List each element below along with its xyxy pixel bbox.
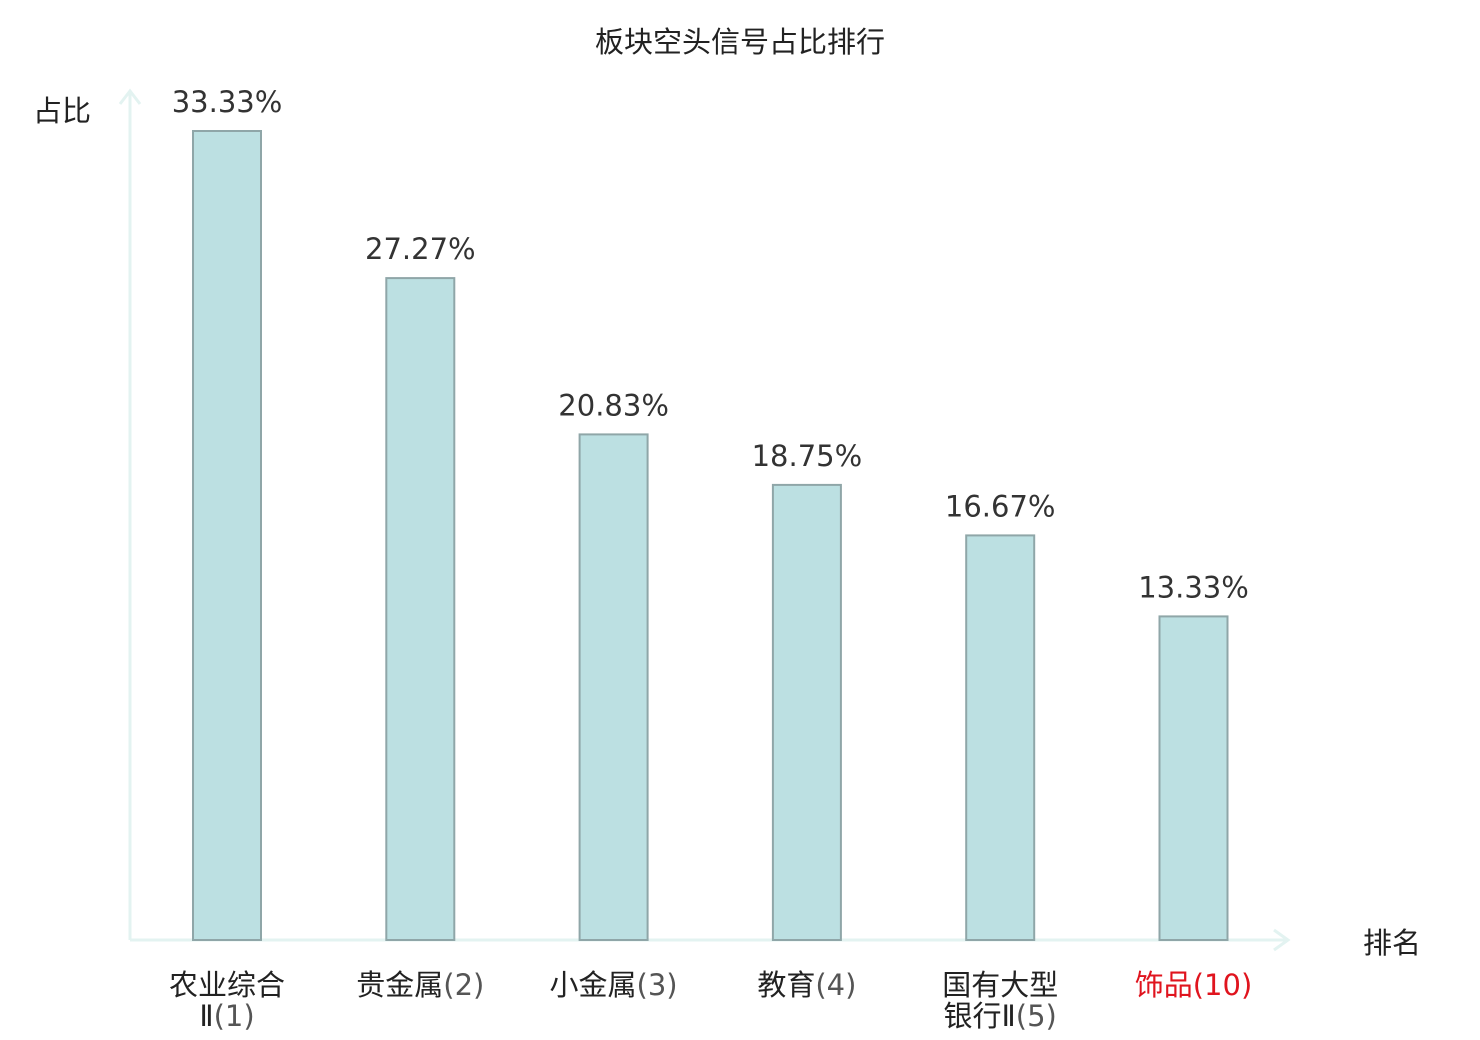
x-tick-label-line: 贵金属(2) [356,968,484,1002]
chart-title: 板块空头信号占比排行 [595,25,885,59]
x-tick-name: Ⅱ [199,999,213,1033]
bar [578,433,649,941]
x-tick-name: 银行Ⅱ [944,999,1016,1033]
x-tick-label-line: Ⅱ(1) [199,999,254,1033]
data-label: 16.67% [945,489,1056,523]
x-tick-rank: (1) [214,999,255,1033]
x-tick-label: 小金属(3) [550,968,678,1002]
x-tick-label-line: 教育(4) [757,968,856,1002]
data-label: 18.75% [752,439,863,473]
x-tick-label-line: 农业综合 [169,968,285,1002]
x-tick-label: 饰品(10) [1135,968,1253,1002]
x-tick-name: 饰品 [1135,968,1193,1002]
data-label: 13.33% [1138,570,1249,604]
x-tick-name: 贵金属 [356,968,443,1002]
y-axis-label: 占比 [33,94,91,128]
bar [192,130,262,941]
bar [385,277,456,942]
x-tick-rank: (4) [815,968,856,1002]
x-tick-rank: (2) [443,968,484,1002]
x-axis-label: 排名 [1363,926,1421,960]
data-label: 27.27% [365,232,476,266]
x-tick-rank: (10) [1193,968,1253,1002]
bar [771,483,842,941]
x-tick-label: 教育(4) [757,968,856,1002]
y-axis-arrow [118,88,142,105]
x-tick-label-line: 国有大型 [942,968,1058,1002]
x-tick-name: 小金属 [550,968,637,1002]
bars-group [192,130,1229,942]
x-tick-label-line: 小金属(3) [550,968,678,1002]
x-axis [130,928,1291,952]
x-tick-rank: (3) [637,968,678,1002]
x-tick-label: 贵金属(2) [356,968,484,1002]
x-tick-name: 农业综合 [169,968,285,1002]
y-axis [118,88,142,940]
x-tick-name: 教育 [757,968,815,1002]
x-tick-name: 国有大型 [942,968,1058,1002]
x-axis-arrow [1273,928,1291,952]
x-tick-label-line: 银行Ⅱ(5) [944,999,1057,1033]
value-labels-group: 33.33% 27.27% 20.83% 18.75% 16.67% 13.33% [172,85,1249,604]
data-label: 20.83% [558,388,669,422]
bar [965,534,1036,942]
x-tick-label-line: 饰品(10) [1135,968,1253,1002]
bar [1158,615,1229,942]
data-label: 33.33% [172,85,283,119]
x-tick-rank: (5) [1016,999,1057,1033]
